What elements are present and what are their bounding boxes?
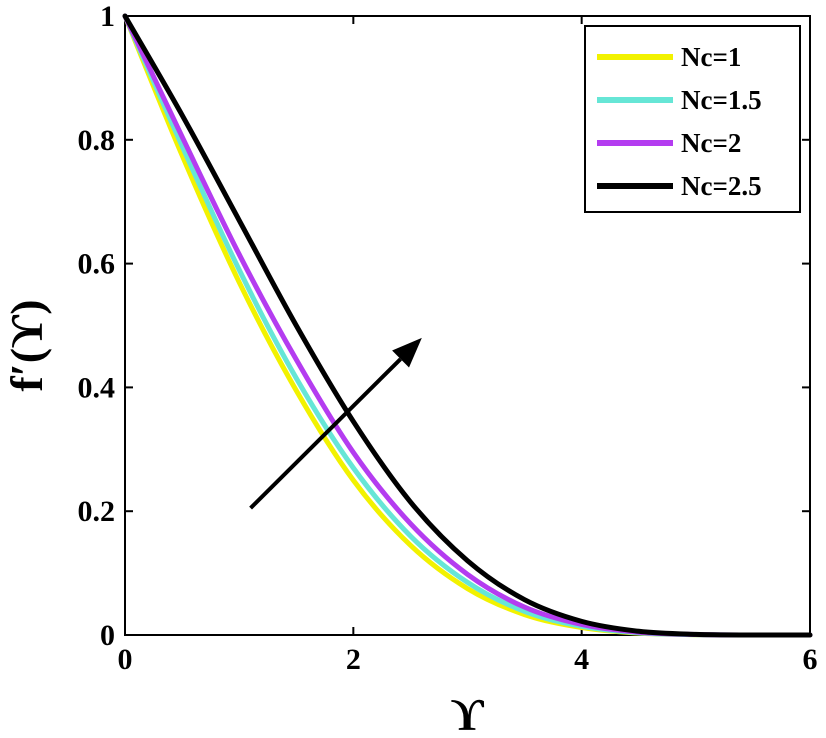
x-tick-label: 2 [346, 643, 361, 676]
tick-labels: 0 2 4 6 0 0.2 0.4 0.6 0.8 1 [78, 0, 818, 676]
series-layer [122, 13, 813, 638]
trend-arrow-head [392, 337, 422, 368]
y-tick-label: 0.4 [78, 371, 116, 404]
plot-area [122, 13, 813, 638]
trend-arrow-shaft [249, 357, 402, 510]
legend-label-1: Nc=1 [681, 42, 741, 72]
legend: Nc=1 Nc=1.5 Nc=2 Nc=2.5 [584, 25, 801, 213]
y-tick-label: 0.8 [78, 124, 116, 157]
y-tick-label: 0.2 [78, 495, 116, 528]
x-tick-label: 6 [803, 643, 818, 676]
y-tick-label: 1 [100, 0, 115, 33]
y-tick-label: 0.6 [78, 248, 116, 281]
x-axis-label: ϒ [451, 689, 485, 738]
x-tick-label: 4 [574, 643, 589, 676]
plot-frame [124, 15, 811, 636]
series-line-4 [122, 13, 813, 638]
legend-label-4: Nc=2.5 [681, 171, 762, 201]
y-axis-label: f′(ϒ) [1, 299, 52, 391]
legend-label-2: Nc=1.5 [681, 85, 762, 115]
x-tick-label: 0 [118, 643, 133, 676]
annotation-layer [249, 337, 422, 510]
y-tick-label: 0 [100, 619, 115, 652]
legend-label-3: Nc=2 [681, 128, 741, 158]
